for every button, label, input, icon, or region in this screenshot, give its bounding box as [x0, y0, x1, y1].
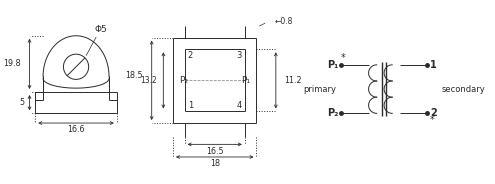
Text: 1: 1 [430, 60, 437, 70]
Text: ←0.8: ←0.8 [275, 17, 293, 26]
Text: P₁: P₁ [242, 76, 250, 85]
Text: 18.5: 18.5 [125, 71, 143, 80]
Text: 2: 2 [430, 108, 437, 118]
Text: 16.5: 16.5 [206, 147, 224, 156]
Text: 5: 5 [19, 98, 25, 107]
Text: 13.2: 13.2 [140, 76, 156, 85]
Text: P₁: P₁ [327, 60, 339, 70]
Text: 19.8: 19.8 [3, 59, 21, 68]
Text: 11.2: 11.2 [285, 76, 302, 85]
Text: P₂: P₂ [179, 76, 188, 85]
Text: 16.6: 16.6 [67, 125, 85, 134]
Text: *: * [341, 53, 346, 63]
Text: 1: 1 [188, 101, 193, 110]
Text: primary: primary [303, 85, 337, 94]
Text: *: * [430, 115, 435, 125]
Text: Φ5: Φ5 [95, 25, 107, 34]
Text: 3: 3 [236, 51, 242, 60]
Text: 2: 2 [188, 51, 193, 60]
Text: secondary: secondary [442, 85, 486, 94]
Text: 4: 4 [236, 101, 242, 110]
Text: 18: 18 [210, 159, 220, 168]
Text: P₂: P₂ [327, 108, 339, 118]
